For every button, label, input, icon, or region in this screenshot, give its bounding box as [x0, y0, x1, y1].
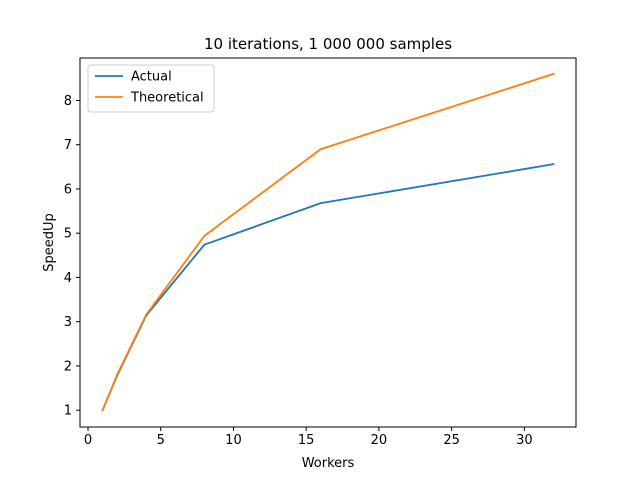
- y-tick-label: 8: [64, 94, 72, 109]
- chart-title: 10 iterations, 1 000 000 samples: [204, 35, 452, 53]
- y-tick-label: 7: [64, 138, 72, 153]
- y-tick-label: 6: [64, 182, 72, 197]
- x-tick-label: 5: [157, 433, 165, 448]
- data-point-theoretical: [101, 409, 104, 412]
- y-tick-label: 1: [64, 404, 72, 419]
- y-tick-label: 2: [64, 359, 72, 374]
- y-axis: 1 2 3 4 5 6 7 8: [64, 94, 80, 419]
- y-axis-title: SpeedUp: [42, 213, 57, 272]
- data-point-theoretical: [116, 373, 118, 376]
- data-point-theoretical: [319, 148, 322, 151]
- x-tick-label: 30: [516, 433, 533, 448]
- x-axis-title: Workers: [302, 456, 355, 471]
- series-line-theoretical: [101, 72, 555, 412]
- data-point-actual: [203, 243, 206, 246]
- x-axis: 0 5 10 15 20 25 30: [84, 427, 533, 448]
- x-tick-label: 0: [84, 433, 92, 448]
- legend-label-actual: Actual: [131, 70, 172, 85]
- series-layer: [101, 72, 555, 412]
- data-point-theoretical: [145, 313, 148, 316]
- plot-area-frame: [79, 57, 577, 428]
- y-tick-label: 5: [64, 227, 72, 242]
- legend: Actual Theoretical: [87, 64, 215, 113]
- x-tick-label: 15: [298, 433, 315, 448]
- data-point-theoretical: [203, 234, 206, 237]
- x-tick-label: 10: [225, 433, 242, 448]
- data-point-actual: [552, 163, 555, 166]
- data-point-actual: [319, 202, 322, 205]
- y-tick-label: 3: [64, 315, 72, 330]
- data-point-theoretical: [552, 73, 555, 75]
- x-tick-label: 20: [371, 433, 388, 448]
- x-tick-label: 25: [443, 433, 460, 448]
- y-tick-label: 4: [64, 271, 72, 286]
- legend-label-theoretical: Theoretical: [130, 91, 204, 106]
